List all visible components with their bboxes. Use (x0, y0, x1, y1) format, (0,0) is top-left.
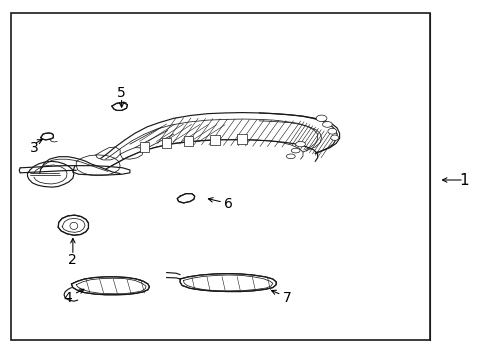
Text: 4: 4 (63, 291, 72, 305)
Polygon shape (71, 277, 149, 295)
Bar (210, 135, 220, 145)
Polygon shape (177, 194, 194, 203)
Bar (140, 141, 149, 152)
Polygon shape (58, 215, 88, 235)
Ellipse shape (327, 129, 336, 134)
Ellipse shape (330, 135, 338, 140)
Ellipse shape (316, 115, 326, 122)
Bar (237, 134, 246, 144)
Text: 2: 2 (68, 253, 77, 267)
Polygon shape (112, 103, 127, 111)
Polygon shape (41, 133, 53, 140)
Polygon shape (180, 274, 276, 292)
Bar (11, 13, 429, 339)
Text: 3: 3 (29, 141, 38, 156)
Ellipse shape (291, 148, 300, 153)
Ellipse shape (322, 122, 331, 127)
Bar (161, 138, 171, 148)
Ellipse shape (70, 222, 78, 229)
Ellipse shape (286, 154, 295, 159)
Text: 5: 5 (117, 86, 126, 100)
Bar (183, 136, 193, 146)
Ellipse shape (295, 141, 305, 147)
Text: 6: 6 (224, 197, 233, 211)
Text: 7: 7 (283, 291, 291, 305)
Text: 1: 1 (458, 172, 468, 188)
